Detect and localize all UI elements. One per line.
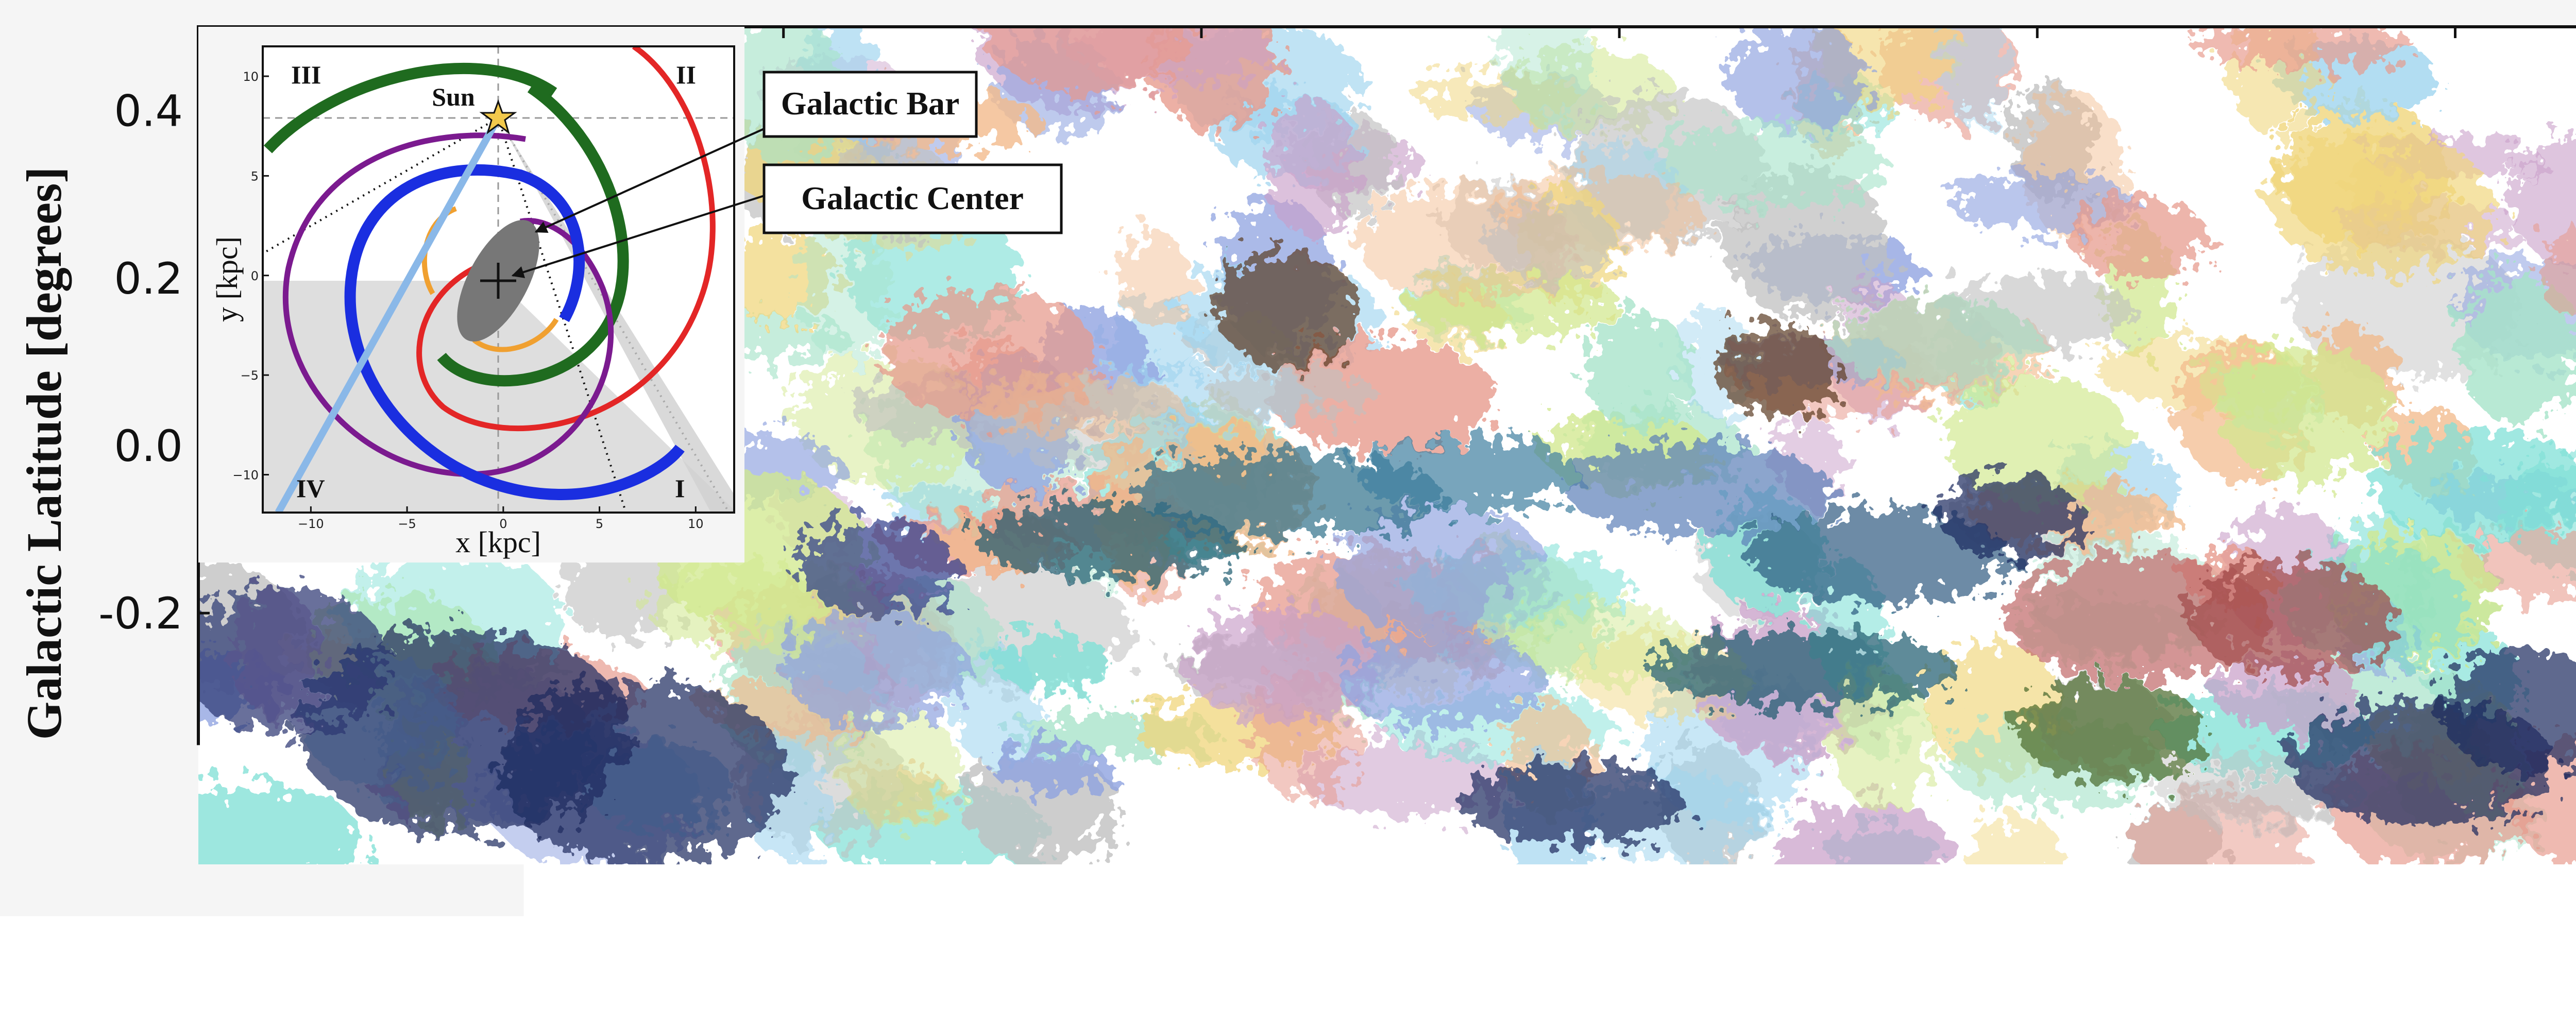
cloud-patch <box>1488 200 1614 281</box>
quadrant-label-iv: IV <box>296 474 325 503</box>
cloud-patch <box>991 634 1113 691</box>
dense-cloud-core <box>793 520 958 613</box>
cloud-patch <box>1267 97 1354 239</box>
x-axis-title: Galactic Longitude [degrees] <box>1063 952 1672 1007</box>
inset-y-tick-label: −5 <box>241 368 259 383</box>
inset-y-tick-label: 0 <box>251 269 259 283</box>
dense-cloud-core <box>2020 680 2205 783</box>
cloud-patch <box>1727 21 1866 133</box>
dense-cloud-core <box>1355 438 1582 510</box>
cloud-patch <box>1830 299 2041 383</box>
x-tick-label: 333.5 <box>303 879 427 930</box>
x-tick-label: 332.5 <box>1140 879 1263 930</box>
cloud-patch <box>1210 370 1377 416</box>
cloud-patch <box>991 744 1112 792</box>
dense-cloud-core <box>783 613 969 726</box>
inset-y-tick-label: −10 <box>232 468 259 483</box>
x-tick-label: 332.0 <box>1557 879 1681 930</box>
inset-x-axis-title: x [kpc] <box>455 525 541 559</box>
x-tick-label: 331.5 <box>1975 879 2099 930</box>
x-tick-label: 333.0 <box>721 879 845 930</box>
dense-cloud-core <box>1340 634 1546 726</box>
cloud-patch <box>1942 2 2008 127</box>
cloud-patch <box>839 710 962 828</box>
y-tick-label: 0.4 <box>114 86 183 137</box>
y-tick-label: 0.2 <box>114 253 183 304</box>
cloud-patch <box>1118 230 1189 328</box>
inset-x-tick-label: −5 <box>398 517 416 531</box>
y-tick-label: -0.4 <box>98 756 183 806</box>
dense-cloud-core <box>500 680 788 865</box>
cloud-patch <box>1584 312 1693 429</box>
cloud-patch <box>969 376 1183 433</box>
inset-y-tick-label: 5 <box>251 169 259 183</box>
dense-cloud-core <box>1458 762 1685 845</box>
y-tick-label: -0.2 <box>98 588 183 639</box>
y-axis-title: Galactic Latitude [degrees] <box>16 167 72 740</box>
x-tick-label: 331.0 <box>2393 879 2517 930</box>
inset-x-tick-label: 5 <box>596 517 603 531</box>
dense-cloud-core <box>1649 634 1958 706</box>
dense-cloud-core <box>1216 252 1360 366</box>
quadrant-label-ii: II <box>676 60 696 89</box>
cloud-patch <box>2069 197 2208 277</box>
dense-cloud-core <box>1716 325 1839 417</box>
cloud-patch <box>1778 800 1956 925</box>
sun-label: Sun <box>432 82 475 111</box>
cloud-patch <box>2347 159 2414 226</box>
inset-y-tick-label: 10 <box>243 70 259 84</box>
cloud-patch <box>2231 0 2318 136</box>
quadrant-label-i: I <box>675 474 685 503</box>
dense-cloud-core <box>2190 561 2396 675</box>
inset-x-tick-label: −10 <box>298 517 324 531</box>
dense-cloud-core <box>1937 474 2081 556</box>
quadrant-label-iii: III <box>291 60 321 89</box>
dense-cloud-core <box>180 587 386 731</box>
inset-x-tick-label: 10 <box>688 517 704 531</box>
galactic-center-callout-text: Galactic Center <box>801 180 1024 216</box>
y-tick-label: 0.0 <box>114 421 183 471</box>
cloud-patch <box>2198 355 2316 413</box>
inset-y-axis-title: y [kpc] <box>210 236 244 322</box>
galaxy-inset: Sun III II IV I −10 −5 0 5 10 10 5 0 −5 −10 x [kp… <box>198 27 744 563</box>
galactic-bar-callout-text: Galactic Bar <box>781 85 960 122</box>
